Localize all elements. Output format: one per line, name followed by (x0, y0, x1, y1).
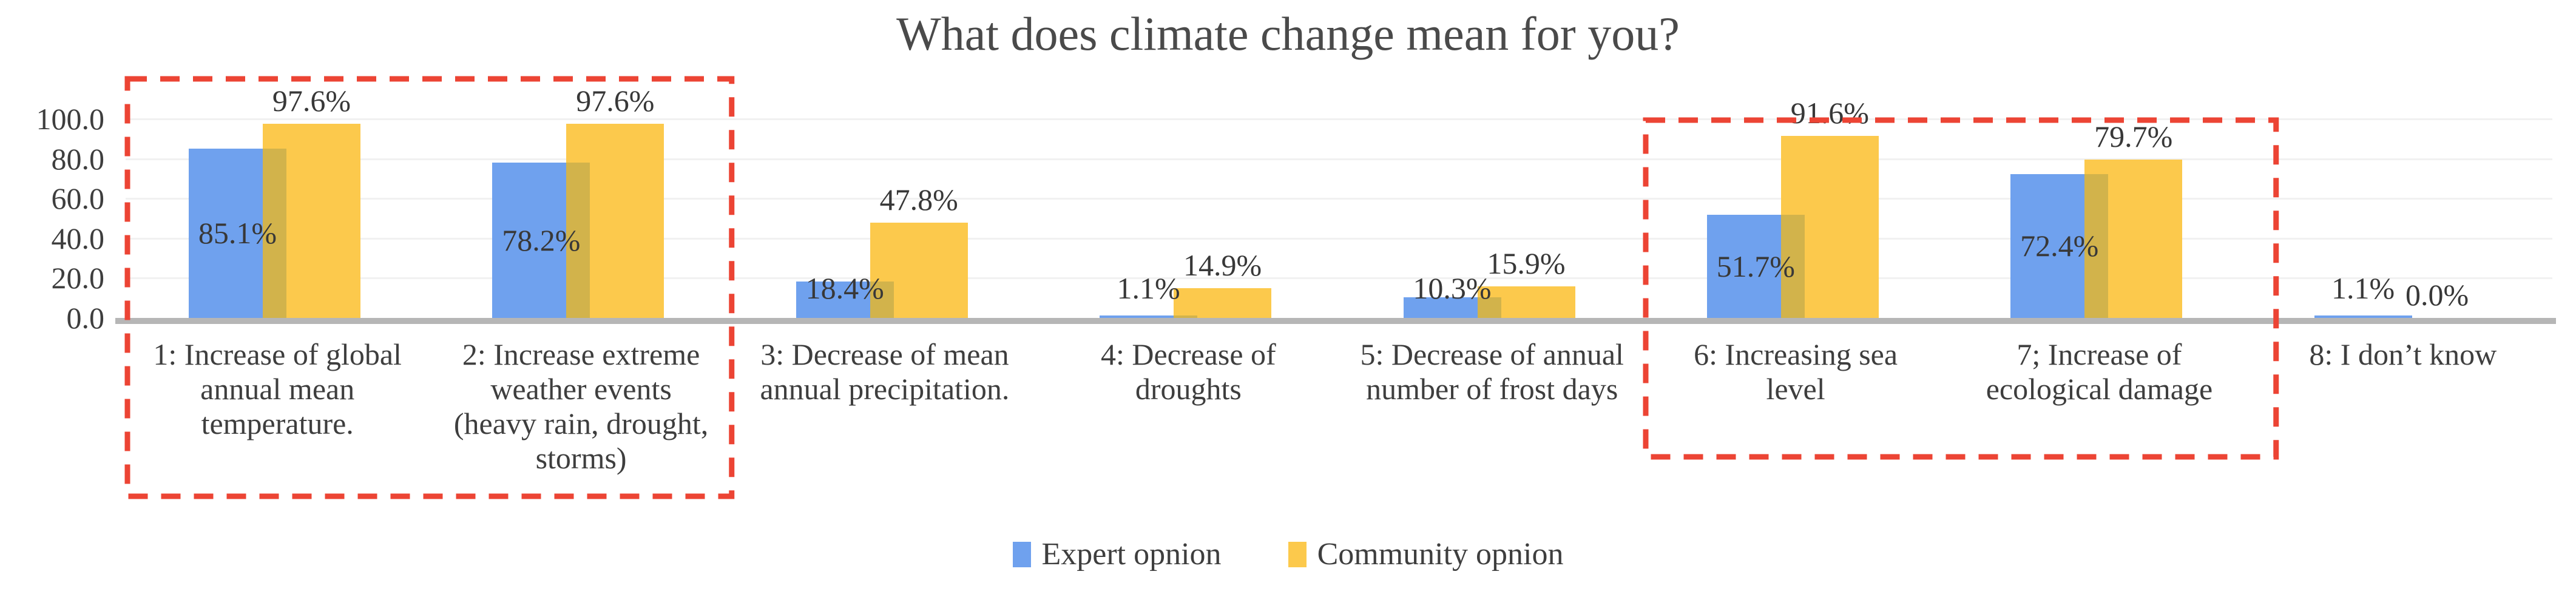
bar-overlap (1477, 297, 1501, 318)
value-label-community: 15.9% (1487, 246, 1566, 281)
category-label: 2: Increase extreme weather events (heav… (453, 337, 709, 475)
y-tick-label: 40.0 (51, 221, 105, 255)
y-tick-label: 80.0 (51, 141, 105, 176)
value-label-expert: 1.1% (1117, 271, 1180, 305)
legend-item-expert: Expert opnion (1012, 536, 1222, 572)
bar-expert (1100, 315, 1198, 318)
value-label-community: 97.6% (272, 84, 351, 118)
legend-label-expert: Expert opnion (1041, 537, 1222, 572)
value-label-expert: 51.7% (1716, 249, 1795, 284)
value-label-expert: 72.4% (2020, 229, 2099, 263)
legend: Expert opnion Community opnion (0, 536, 2576, 572)
category-label: 3: Decrease of mean annual precipitation… (760, 337, 1010, 406)
legend-label-community: Community opnion (1317, 537, 1564, 572)
value-label-expert: 1.1% (2331, 271, 2395, 305)
legend-item-community: Community opnion (1288, 536, 1564, 572)
value-label-expert: 10.3% (1413, 271, 1492, 305)
category-label: 8: I don’t know (2309, 337, 2497, 371)
value-label-community: 79.7% (2094, 119, 2173, 153)
category-label: 7; Increase of ecological damage (1986, 337, 2213, 406)
category-label: 5: Decrease of annual number of frost da… (1360, 337, 1624, 406)
value-label-expert: 78.2% (502, 223, 581, 257)
value-label-community: 0.0% (2405, 278, 2469, 312)
category-label: 6: Increasing sea level (1694, 337, 1898, 406)
value-label-expert: 18.4% (805, 271, 884, 305)
y-gridline (126, 277, 2552, 280)
y-gridline (126, 158, 2552, 160)
y-tick-label: 60.0 (51, 181, 105, 216)
value-label-community: 97.6% (576, 84, 655, 118)
value-label-community: 47.8% (879, 183, 958, 217)
category-label: 1: Increase of global annual mean temper… (153, 337, 402, 440)
bar-overlap (1174, 315, 1198, 318)
value-label-community: 91.6% (1790, 95, 1869, 130)
value-label-expert: 85.1% (198, 216, 277, 251)
y-gridline (126, 237, 2552, 240)
legend-swatch-expert (1012, 541, 1031, 567)
y-tick-label: 100.0 (36, 102, 105, 136)
y-tick-label: 20.0 (51, 261, 105, 295)
bar-expert (2314, 315, 2412, 318)
y-gridline (126, 198, 2552, 200)
y-tick-label: 0.0 (66, 301, 105, 335)
bar-overlap (870, 281, 894, 318)
chart-title: What does climate change mean for you? (896, 7, 1680, 60)
legend-swatch-community (1288, 541, 1307, 567)
x-axis-line (115, 318, 2556, 324)
y-gridline (126, 118, 2552, 120)
bar-community (1174, 288, 1272, 318)
value-label-community: 14.9% (1183, 248, 1262, 283)
category-label: 4: Decrease of droughts (1100, 337, 1276, 406)
